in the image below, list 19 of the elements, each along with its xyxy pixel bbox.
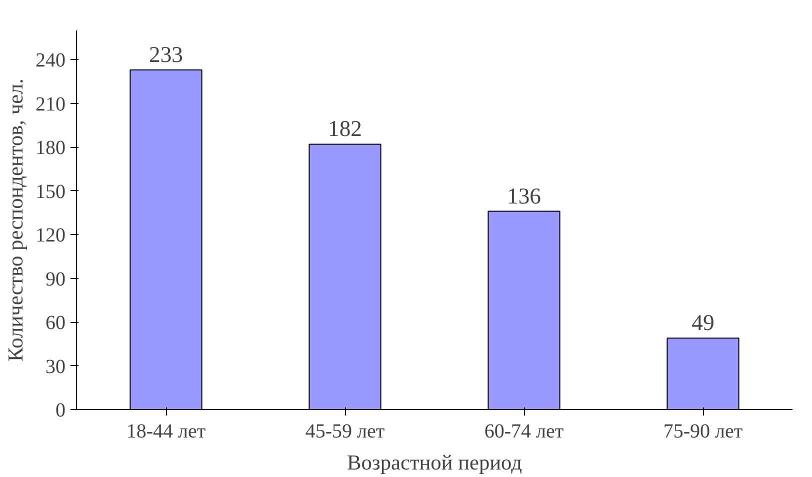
- data-label: 182: [328, 116, 362, 142]
- data-label: 136: [507, 183, 541, 208]
- y-tick-label: 210: [36, 93, 66, 116]
- y-axis-title: Количество респондентов, чел.: [4, 78, 28, 362]
- y-tick-label: 90: [46, 268, 66, 290]
- y-tick-label: 120: [36, 224, 66, 247]
- y-tick-label: 30: [46, 356, 66, 378]
- data-label: 49: [692, 310, 714, 336]
- y-tick-label: 240: [36, 50, 66, 72]
- x-tick-label: 18-44 лет: [126, 420, 206, 442]
- y-tick-label: 0: [56, 400, 66, 422]
- y-tick-label: 60: [46, 312, 66, 334]
- x-tick-label: 60-74 лет: [484, 420, 564, 442]
- y-tick-label: 150: [36, 180, 66, 203]
- x-tick-label: 45-59 лет: [305, 420, 385, 442]
- data-label: 233: [149, 42, 183, 67]
- y-tick-label: 180: [36, 137, 66, 160]
- x-tick-label: 75-90 лет: [663, 420, 743, 442]
- x-axis-title: Возрастной период: [347, 450, 522, 474]
